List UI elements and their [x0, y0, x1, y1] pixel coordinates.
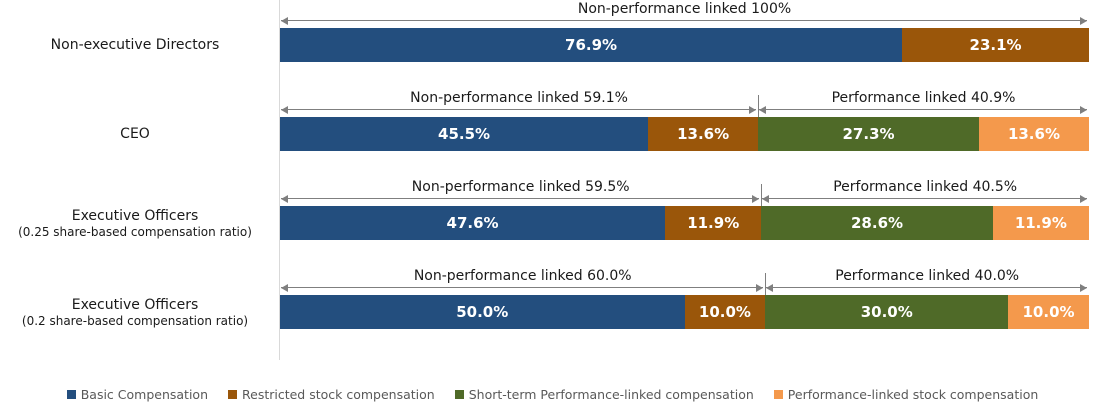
legend-item-restricted-stock: Restricted stock compensation — [228, 387, 435, 402]
span-divider-tick — [760, 184, 762, 206]
double-arrow-icon — [762, 194, 1087, 203]
bar-segment-value: 10.0% — [698, 303, 751, 321]
legend-swatch-icon — [228, 389, 237, 399]
legend-swatch-icon — [454, 389, 464, 399]
chart-row: CEO Non-performance linked 59.1% Performan… — [0, 89, 1105, 178]
legend-item-performance-linked-stock: Performance-linked stock compensation — [773, 386, 1039, 402]
legend-label: Basic Compensation — [80, 386, 208, 402]
span-annotation: Non-performance linked 60.0% — [280, 267, 765, 295]
chart-row: Executive Officers (0.2 share-based compe… — [0, 267, 1105, 356]
chart-legend: Basic Compensation Restricted stock comp… — [0, 384, 1105, 404]
bar-segment-value: 76.9% — [565, 36, 618, 54]
bar-segment-value: 23.1% — [969, 36, 1022, 54]
legend-item-basic-compensation: Basic Compensation — [66, 386, 208, 402]
bar-segment: 13.6% — [978, 117, 1089, 151]
bar-segment: 13.6% — [648, 117, 759, 151]
category-name: Non-executive Directors — [50, 36, 220, 53]
span-annotation-label: Performance linked 40.9% — [831, 90, 1016, 106]
category-name: Executive Officers — [71, 296, 199, 313]
double-arrow-icon — [281, 16, 1087, 25]
bar-segment-value: 13.6% — [677, 125, 730, 143]
span-annotation: Performance linked 40.0% — [765, 267, 1089, 295]
span-annotation-label: Non-performance linked 60.0% — [413, 268, 632, 284]
plot-area: Non-performance linked 59.1% Performance … — [280, 89, 1089, 178]
category-axis-line — [279, 0, 280, 360]
plot-area: Non-performance linked 60.0% Performance … — [280, 267, 1089, 356]
bar-segment-value: 47.6% — [446, 214, 499, 232]
span-annotation-label: Performance linked 40.5% — [833, 179, 1018, 195]
span-annotation-label: Non-performance linked 59.5% — [411, 179, 630, 195]
span-annotation-label: Non-performance linked 100% — [577, 1, 792, 17]
double-arrow-icon — [281, 105, 757, 114]
bar-segment-value: 28.6% — [851, 214, 904, 232]
stacked-bar: 45.5% 13.6% 27.3% 13.6% — [280, 117, 1089, 151]
plot-area: Non-performance linked 59.5% Performance … — [280, 178, 1089, 267]
bar-segment: 30.0% — [765, 295, 1009, 329]
span-annotation-label: Non-performance linked 59.1% — [410, 90, 628, 106]
bar-segment-value: 10.0% — [1022, 303, 1075, 321]
double-arrow-icon — [281, 194, 760, 203]
span-annotation: Performance linked 40.9% — [758, 89, 1089, 117]
span-annotation: Non-performance linked 100% — [280, 0, 1089, 28]
chart-row: Executive Officers (0.25 share-based comp… — [0, 178, 1105, 267]
legend-swatch-icon — [773, 389, 783, 399]
bar-segment-value: 13.6% — [1007, 125, 1060, 143]
bar-segment-value: 11.9% — [1014, 214, 1067, 232]
plot-area: Non-performance linked 100% 76.9% 23.1% — [280, 0, 1089, 89]
bar-segment: 27.3% — [758, 117, 979, 151]
category-label: Non-executive Directors — [0, 28, 270, 62]
category-note: (0.2 share-based compensation ratio) — [21, 313, 249, 328]
chart-rows: Non-executive Directors Non-performance l… — [0, 0, 1105, 356]
category-name: CEO — [120, 125, 150, 142]
legend-label: Performance-linked stock compensation — [787, 386, 1039, 402]
bar-segment: 47.6% — [280, 206, 666, 240]
bar-segment: 28.6% — [761, 206, 993, 240]
legend-label: Restricted stock compensation — [242, 386, 435, 402]
span-annotation: Non-performance linked 59.1% — [280, 89, 758, 117]
chart-row: Non-executive Directors Non-performance l… — [0, 0, 1105, 89]
category-label: Executive Officers (0.25 share-based comp… — [0, 206, 270, 240]
stacked-bar: 50.0% 10.0% 30.0% 10.0% — [280, 295, 1089, 329]
annotation-area: Non-performance linked 60.0% Performance … — [280, 267, 1089, 295]
stacked-bar: 76.9% 23.1% — [280, 28, 1089, 62]
span-annotation-label: Performance linked 40.0% — [835, 268, 1020, 284]
double-arrow-icon — [766, 283, 1087, 292]
bar-segment-value: 11.9% — [687, 214, 740, 232]
bar-segment-value: 50.0% — [456, 303, 509, 321]
category-label: CEO — [0, 117, 270, 151]
legend-item-short-term-performance: Short-term Performance-linked compensati… — [454, 386, 754, 402]
bar-segment: 76.9% — [280, 28, 903, 62]
category-label: Executive Officers (0.2 share-based compe… — [0, 295, 270, 329]
bar-segment: 10.0% — [684, 295, 766, 329]
span-divider-tick — [757, 95, 759, 117]
annotation-area: Non-performance linked 59.5% Performance … — [280, 178, 1089, 206]
legend-label: Short-term Performance-linked compensati… — [468, 386, 754, 402]
bar-segment-value: 30.0% — [860, 303, 913, 321]
stacked-bar: 47.6% 11.9% 28.6% 11.9% — [280, 206, 1089, 240]
bar-segment: 10.0% — [1008, 295, 1089, 329]
bar-segment: 11.9% — [665, 206, 762, 240]
annotation-area: Non-performance linked 59.1% Performance … — [280, 89, 1089, 117]
legend-swatch-icon — [66, 389, 76, 399]
category-name: Executive Officers — [71, 207, 199, 224]
bar-segment-value: 45.5% — [438, 125, 491, 143]
annotation-area: Non-performance linked 100% — [280, 0, 1089, 28]
span-annotation: Performance linked 40.5% — [761, 178, 1089, 206]
span-annotation: Non-performance linked 59.5% — [280, 178, 761, 206]
span-divider-tick — [764, 273, 766, 295]
bar-segment: 50.0% — [280, 295, 685, 329]
bar-segment: 11.9% — [992, 206, 1089, 240]
double-arrow-icon — [281, 283, 764, 292]
bar-segment: 45.5% — [280, 117, 649, 151]
bar-segment-value: 27.3% — [842, 125, 895, 143]
category-note: (0.25 share-based compensation ratio) — [18, 224, 252, 239]
double-arrow-icon — [759, 105, 1087, 114]
bar-segment: 23.1% — [902, 28, 1089, 62]
